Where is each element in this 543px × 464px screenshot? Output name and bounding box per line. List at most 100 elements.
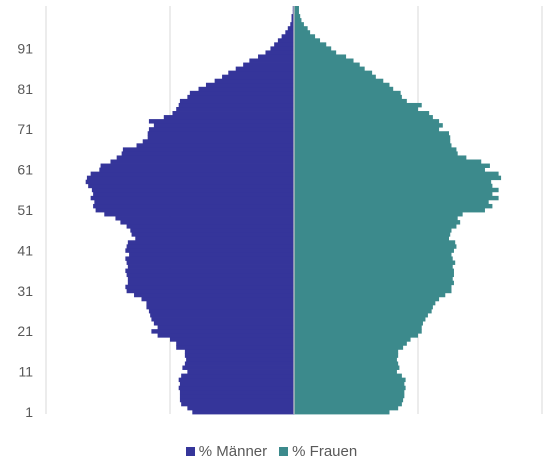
bar-maenner xyxy=(198,86,294,92)
bar-frauen xyxy=(294,216,458,221)
bar-maenner xyxy=(157,333,294,338)
bar-maenner xyxy=(95,207,294,213)
legend-swatch-frauen xyxy=(279,447,289,456)
bar-frauen xyxy=(294,341,407,346)
bar-maenner xyxy=(176,341,294,346)
bar-frauen xyxy=(294,6,299,11)
bar-frauen xyxy=(294,78,384,84)
bar-frauen xyxy=(294,66,365,72)
bar-frauen xyxy=(294,163,490,168)
bar-frauen xyxy=(294,199,489,205)
bar-maenner xyxy=(186,357,294,362)
bar-maenner xyxy=(127,264,294,269)
y-tick-label: 61 xyxy=(17,162,33,178)
bar-maenner xyxy=(136,143,294,148)
bar-frauen xyxy=(294,46,332,51)
bar-frauen xyxy=(294,191,493,197)
bar-maenner xyxy=(292,6,294,11)
bar-frauen xyxy=(294,288,452,294)
bar-frauen xyxy=(294,228,452,233)
bar-frauen xyxy=(294,361,399,366)
bar-frauen xyxy=(294,119,440,124)
bar-maenner xyxy=(189,90,294,96)
bar-frauen xyxy=(294,353,399,358)
bar-maenner xyxy=(291,18,294,23)
bar-maenner xyxy=(146,304,294,310)
y-tick-label: 71 xyxy=(17,121,33,137)
bar-frauen xyxy=(294,264,453,269)
bar-frauen xyxy=(294,143,452,148)
bar-frauen xyxy=(294,256,453,261)
bar-frauen xyxy=(294,308,432,314)
bar-maenner xyxy=(130,228,294,233)
bar-maenner xyxy=(131,232,294,237)
bar-frauen xyxy=(294,98,407,104)
bar-frauen xyxy=(294,159,482,164)
bar-maenner xyxy=(129,252,294,257)
bar-maenner xyxy=(258,54,294,59)
bar-frauen xyxy=(294,304,433,310)
bar-frauen xyxy=(294,401,402,407)
bar-maenner xyxy=(187,369,294,375)
bar-frauen xyxy=(294,389,405,395)
bar-frauen xyxy=(294,220,461,225)
bar-frauen xyxy=(294,123,443,128)
bar-frauen xyxy=(294,131,449,136)
bar-frauen xyxy=(294,224,457,229)
bar-frauen xyxy=(294,313,428,318)
bar-frauen xyxy=(294,377,406,383)
bar-frauen xyxy=(294,151,458,156)
bar-frauen xyxy=(294,195,499,201)
bar-maenner xyxy=(141,296,294,302)
legend: % Männer % Frauen xyxy=(0,443,543,460)
bar-frauen xyxy=(294,42,327,47)
bar-frauen xyxy=(294,74,376,80)
bar-maenner xyxy=(147,131,294,136)
bar-frauen xyxy=(294,38,321,43)
bar-maenner xyxy=(116,155,295,160)
bar-maenner xyxy=(291,14,294,19)
y-tick-label: 91 xyxy=(17,40,33,56)
bar-maenner xyxy=(181,401,294,407)
bar-frauen xyxy=(294,385,406,391)
bar-frauen xyxy=(294,167,485,173)
bar-frauen xyxy=(294,292,446,298)
bar-maenner xyxy=(184,361,294,366)
bar-maenner xyxy=(127,240,294,245)
bar-frauen xyxy=(294,34,316,39)
bar-frauen xyxy=(294,90,401,96)
bar-maenner xyxy=(88,183,294,189)
bar-maenner xyxy=(127,276,294,282)
bar-maenner xyxy=(125,256,294,261)
bar-maenner xyxy=(176,106,294,112)
bar-maenner xyxy=(135,236,294,241)
bar-frauen xyxy=(294,139,451,144)
bar-frauen xyxy=(294,405,399,411)
bar-maenner xyxy=(93,191,295,197)
bar-maenner xyxy=(172,111,294,116)
bar-maenner xyxy=(292,10,294,15)
series-maenner-bars xyxy=(85,6,295,415)
bar-frauen xyxy=(294,82,390,88)
bar-maenner xyxy=(228,70,294,76)
bar-maenner xyxy=(150,313,294,318)
bar-frauen xyxy=(294,244,457,249)
bar-frauen xyxy=(294,252,452,257)
bar-frauen xyxy=(294,357,397,362)
bar-maenner xyxy=(115,216,294,221)
bar-maenner xyxy=(184,353,294,358)
bar-frauen xyxy=(294,276,453,282)
bar-maenner xyxy=(122,147,294,152)
bar-frauen xyxy=(294,50,337,55)
bar-frauen xyxy=(294,179,492,185)
bar-frauen xyxy=(294,381,405,387)
bar-maenner xyxy=(179,389,294,395)
bar-maenner xyxy=(249,58,294,63)
bar-maenner xyxy=(121,151,294,156)
bar-maenner xyxy=(148,308,294,314)
bar-maenner xyxy=(127,280,294,286)
bar-frauen xyxy=(294,321,423,326)
bar-maenner xyxy=(126,224,294,229)
